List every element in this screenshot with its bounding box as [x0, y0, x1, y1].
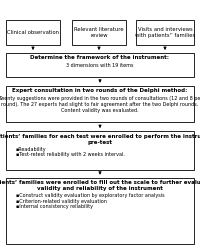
- Text: ▪Criterion-related validity evaluation: ▪Criterion-related validity evaluation: [16, 199, 107, 204]
- Text: ▪Readability: ▪Readability: [16, 147, 47, 152]
- Text: ▪Test-retest reliability with 2 weeks interval.: ▪Test-retest reliability with 2 weeks in…: [16, 152, 125, 157]
- Bar: [6, 53, 194, 77]
- Text: Clinical observation: Clinical observation: [7, 30, 59, 35]
- Text: Expert consultation in two rounds of the Delphi method:: Expert consultation in two rounds of the…: [12, 88, 188, 93]
- Text: Relevant literature
review: Relevant literature review: [74, 27, 124, 38]
- Bar: [72, 20, 126, 45]
- Bar: [136, 20, 194, 45]
- Text: Visits and interviews
with patients'’ families: Visits and interviews with patients'’ fa…: [135, 27, 195, 38]
- Bar: [6, 131, 194, 170]
- Text: ▪Internal consistency reliability: ▪Internal consistency reliability: [16, 204, 93, 209]
- Bar: [6, 86, 194, 122]
- Bar: [6, 20, 60, 45]
- Text: ▪Construct validity evaluation by exploratory factor analysis: ▪Construct validity evaluation by explor…: [16, 193, 165, 198]
- Text: 3 dimensions with 19 items: 3 dimensions with 19 items: [66, 63, 134, 68]
- Text: 200 patients’ families were enrolled to fill out the scale to further evaluate t: 200 patients’ families were enrolled to …: [0, 180, 200, 191]
- Text: 20 patients’ families for each test were enrolled to perform the instrument
pre-: 20 patients’ families for each test were…: [0, 134, 200, 145]
- Text: Twenty suggestions were provided in the two rounds of consultations (12 and 8 pe: Twenty suggestions were provided in the …: [0, 96, 200, 113]
- Text: Determine the framework of the instrument:: Determine the framework of the instrumen…: [30, 55, 170, 60]
- Bar: [6, 178, 194, 244]
